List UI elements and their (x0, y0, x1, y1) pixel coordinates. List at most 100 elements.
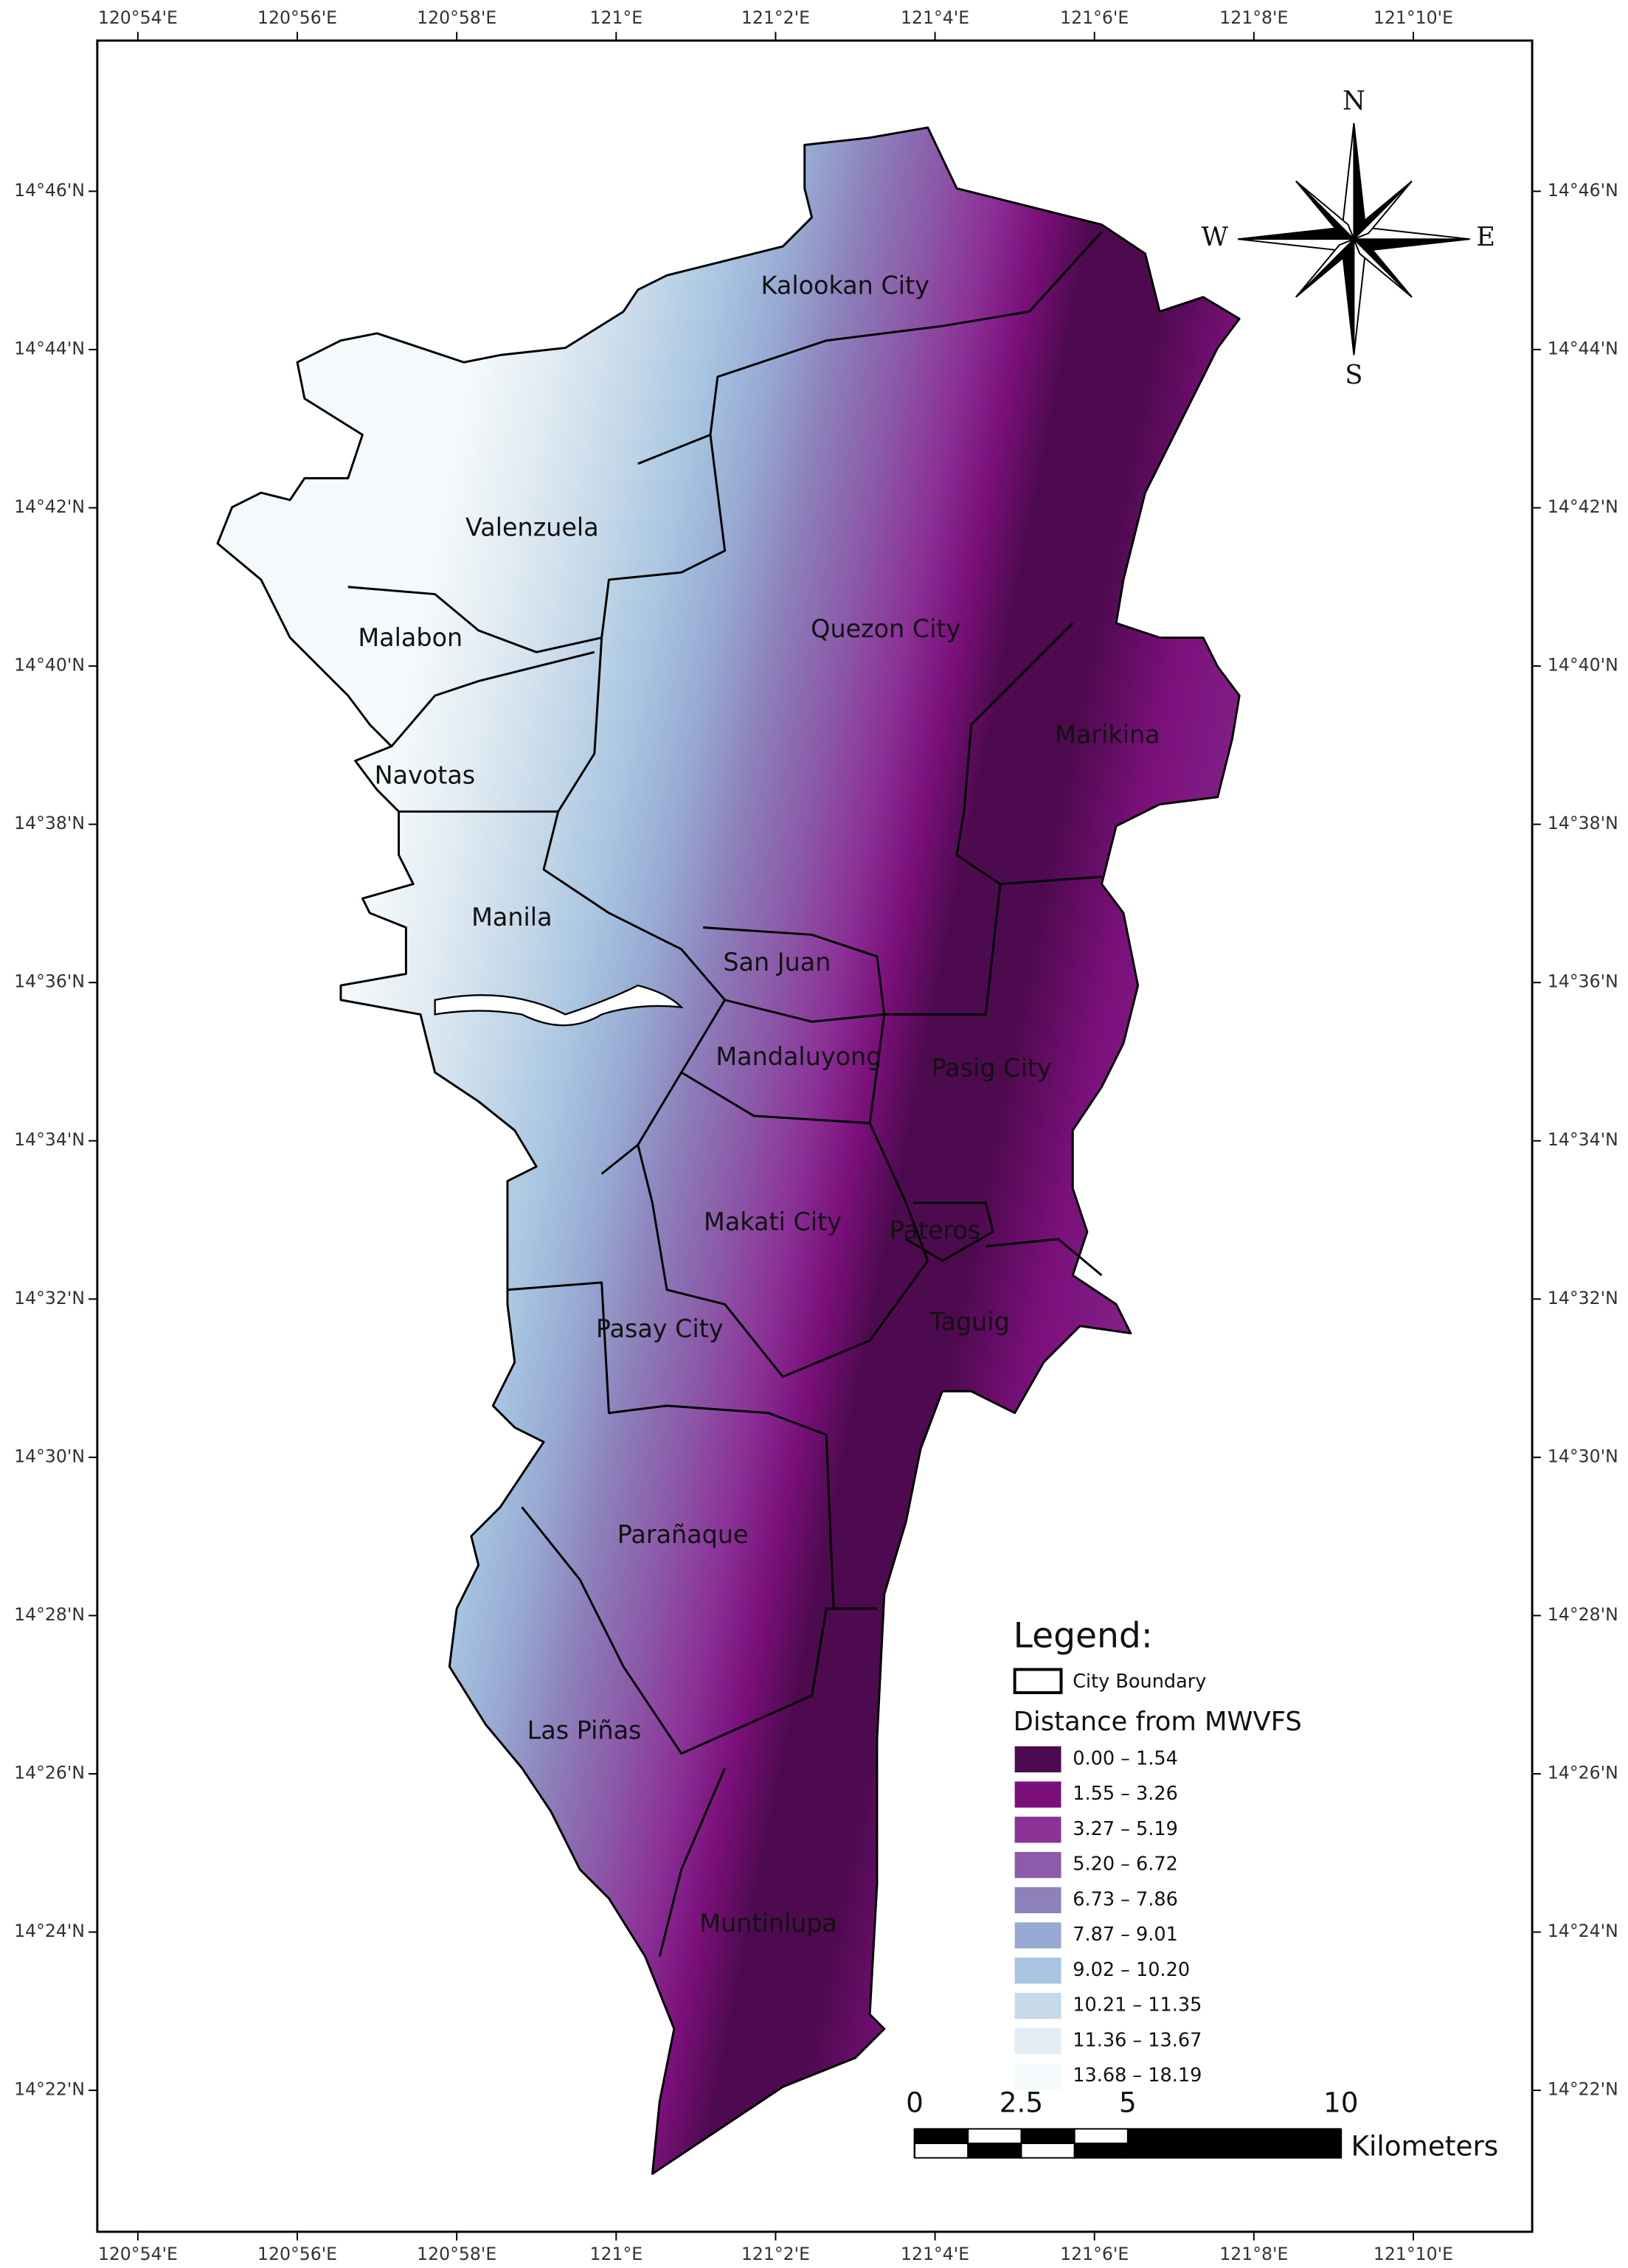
scale-segment (967, 2128, 1022, 2145)
lon-label: 121°10'E (1374, 7, 1453, 28)
legend: Legend: City Boundary Distance from MWVF… (1013, 1615, 1302, 2090)
lon-label: 121°8'E (1219, 7, 1288, 28)
lon-label: 121°4'E (901, 2244, 969, 2264)
city-label: Pasay City (596, 1314, 724, 1343)
graticule: 120°54'E 120°54'E 120°56'E 120°56'E 120°58'E… (14, 7, 1618, 2264)
city-label: Marikina (1055, 721, 1160, 749)
legend-label: 1.55 – 3.26 (1073, 1783, 1178, 1805)
city-label: Mandaluyong (716, 1042, 881, 1071)
city-label: Pasig City (932, 1054, 1052, 1083)
legend-boundary: City Boundary (1073, 1671, 1206, 1693)
compass-north: N (1343, 86, 1365, 117)
city-label: Pateros (890, 1216, 981, 1245)
scale-segment (1073, 2128, 1129, 2145)
city-label: Kalookan City (761, 271, 929, 300)
lat-label: 14°30'N (1548, 1446, 1618, 1466)
lon-label: 121°2'E (741, 2244, 810, 2264)
scale-segment (1126, 2128, 1342, 2145)
city-label: Manila (471, 903, 552, 932)
city-label: Quezon City (811, 614, 960, 643)
legend-label: 11.36 – 13.67 (1073, 2029, 1202, 2051)
lat-label: 14°34'N (1548, 1129, 1618, 1150)
lon-label: 120°54'E (98, 7, 178, 28)
lat-label: 14°44'N (1548, 338, 1618, 358)
lat-label: 14°38'N (14, 813, 85, 833)
compass-rose: N S E W (1202, 86, 1496, 390)
lat-label: 14°36'N (14, 971, 85, 992)
scale-segment (1020, 2143, 1075, 2159)
city-label: Malabon (358, 623, 463, 652)
city-label: Valenzuela (465, 513, 599, 542)
lat-label: 14°26'N (14, 1762, 85, 1783)
legend-label: 13.68 – 18.19 (1073, 2064, 1202, 2087)
scale-unit: Kilometers (1351, 2129, 1498, 2162)
lat-label: 14°38'N (1548, 813, 1618, 833)
scale-segment (1126, 2143, 1342, 2159)
legend-swatch (1014, 1957, 1061, 1984)
scale-segment (1073, 2143, 1129, 2159)
lat-label: 14°44'N (14, 338, 85, 358)
city-boundaries (347, 231, 1103, 1957)
compass-south: S (1345, 360, 1362, 390)
metro-outline (216, 126, 1241, 2175)
boundary (703, 926, 886, 1023)
city-label: Muntinlupa (699, 1909, 837, 1938)
lat-label: 14°36'N (1548, 971, 1618, 992)
lon-label: 120°56'E (257, 2244, 337, 2264)
lat-label: 14°40'N (1548, 655, 1618, 676)
scale-tick-label: 5 (1119, 2086, 1137, 2118)
lat-label: 14°30'N (14, 1446, 85, 1466)
legend-swatch (1014, 1746, 1061, 1773)
legend-swatch (1014, 1817, 1061, 1843)
lat-label: 14°42'N (14, 496, 85, 517)
lat-label: 14°28'N (1548, 1604, 1618, 1625)
lon-label: 121°6'E (1060, 2244, 1129, 2264)
legend-label: 5.20 – 6.72 (1073, 1853, 1178, 1876)
boundary (825, 1435, 835, 1609)
lon-label: 121°E (589, 7, 642, 28)
boundary-swatch (1013, 1668, 1063, 1694)
legend-label: 0.00 – 1.54 (1073, 1747, 1178, 1769)
scale-segment (914, 2128, 969, 2145)
lat-label: 14°42'N (1548, 496, 1618, 517)
boundary (390, 651, 595, 747)
boundary (542, 637, 726, 1001)
boundary (521, 1506, 877, 1755)
legend-title: Legend: (1014, 1615, 1153, 1656)
lat-label: 14°24'N (14, 1921, 85, 1941)
lat-label: 14°32'N (1548, 1288, 1618, 1308)
legend-swatch (1014, 1851, 1061, 1879)
lon-label: 121°6'E (1060, 7, 1129, 28)
lon-label: 120°58'E (417, 2244, 496, 2264)
lat-label: 14°24'N (1548, 1921, 1618, 1941)
lat-label: 14°26'N (1548, 1762, 1618, 1783)
city-label: San Juan (723, 948, 831, 977)
city-label: Las Piñas (527, 1716, 642, 1745)
scale-tick-label: 0 (906, 2086, 924, 2118)
boundary (637, 1123, 929, 1379)
scale-tick-label: 2.5 (1000, 2086, 1043, 2118)
legend-swatch (1014, 2063, 1061, 2090)
legend-swatch (1014, 1781, 1061, 1808)
legend-label: 7.87 – 9.01 (1073, 1924, 1178, 1946)
city-label: Parañaque (617, 1520, 749, 1549)
lon-label: 120°58'E (417, 7, 496, 28)
boundary (905, 1201, 994, 1262)
city-label: Taguig (929, 1307, 1010, 1336)
city-labels: Kalookan City Valenzuela Malabon Quezon Cit… (358, 271, 1160, 1938)
lat-label: 14°32'N (14, 1288, 85, 1308)
lat-label: 14°34'N (14, 1129, 85, 1150)
lon-label: 121°E (589, 2244, 642, 2264)
legend-swatch (1014, 1992, 1061, 2019)
boundary (507, 1281, 827, 1436)
legend-swatch (1014, 2028, 1061, 2054)
boundary (658, 1767, 727, 1957)
scale-segment (967, 2143, 1022, 2159)
lon-label: 120°56'E (257, 7, 337, 28)
legend-label: 3.27 – 5.19 (1073, 1818, 1178, 1840)
legend-label: 9.02 – 10.20 (1073, 1959, 1190, 1981)
legend-label: 10.21 – 11.35 (1073, 1994, 1202, 2016)
lat-label: 14°22'N (1548, 2079, 1618, 2100)
